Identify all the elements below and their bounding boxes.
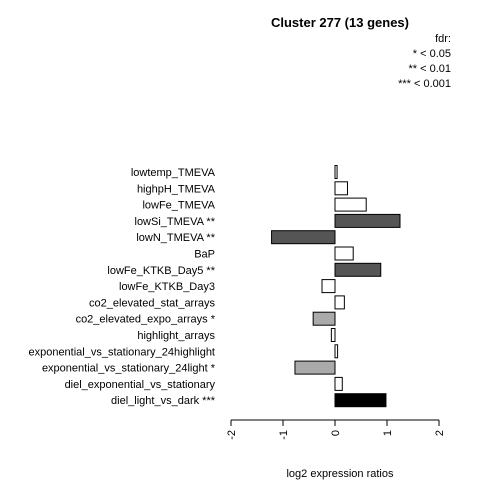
- category-label: lowFe_KTKB_Day3: [119, 281, 215, 293]
- legend-entry: *** < 0.001: [398, 78, 451, 90]
- bar: [330, 328, 336, 342]
- category-label: lowFe_KTKB_Day5 **: [107, 265, 215, 277]
- x-tick-label: -2: [226, 430, 238, 440]
- category-labels: lowtemp_TMEVA highpH_TMEVA lowFe_TMEVA lowS…: [28, 167, 215, 407]
- category-label: lowSi_TMEVA **: [135, 216, 216, 228]
- bar: [312, 311, 336, 326]
- category-label: co2_elevated_stat_arrays: [89, 297, 215, 309]
- category-label: highpH_TMEVA: [137, 183, 216, 195]
- x-tick-label: 2: [434, 430, 446, 436]
- bar: [334, 213, 401, 228]
- x-tick-label: 0: [330, 430, 342, 436]
- fdr-legend: fdr: * < 0.05 ** < 0.01 *** < 0.001: [398, 33, 451, 90]
- category-label: lowtemp_TMEVA: [131, 167, 216, 179]
- bar: [334, 197, 367, 212]
- category-label: lowFe_TMEVA: [142, 200, 215, 212]
- bar: [334, 344, 339, 359]
- x-tick-label: 1: [382, 430, 394, 436]
- bar: [334, 181, 348, 196]
- category-label: co2_elevated_expo_arrays *: [76, 314, 216, 326]
- category-label: exponential_vs_stationary_24light *: [42, 363, 216, 375]
- category-label: lowN_TMEVA **: [136, 232, 215, 244]
- legend-entry: ** < 0.01: [408, 63, 451, 75]
- x-axis: -2 -1 0 1 2: [226, 419, 446, 440]
- bar: [334, 165, 338, 179]
- bar: [294, 360, 336, 375]
- bar: [334, 262, 382, 277]
- x-tick-label: -1: [278, 430, 290, 440]
- bar: [334, 295, 345, 310]
- category-label: diel_exponential_vs_stationary: [65, 379, 216, 391]
- bar: [334, 393, 387, 408]
- bar: [271, 230, 336, 245]
- bar: [321, 279, 336, 294]
- category-label: diel_light_vs_dark ***: [111, 395, 216, 407]
- bars: [271, 165, 401, 408]
- category-label: highlight_arrays: [137, 330, 215, 342]
- legend-entry: * < 0.05: [413, 48, 451, 60]
- bar: [334, 246, 354, 261]
- legend-entry: fdr:: [435, 33, 451, 45]
- category-label: BaP: [194, 249, 215, 261]
- x-axis-label: log2 expression ratios: [286, 468, 394, 480]
- bar: [334, 376, 343, 391]
- chart-title: Cluster 277 (13 genes): [271, 15, 409, 30]
- category-label: exponential_vs_stationary_24highlight: [28, 346, 215, 358]
